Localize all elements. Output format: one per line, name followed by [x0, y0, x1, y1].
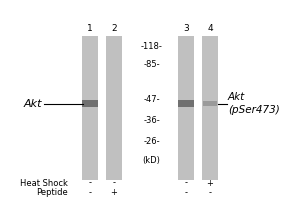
- Text: (pSer473): (pSer473): [228, 105, 280, 115]
- Text: +: +: [207, 178, 213, 188]
- Text: 3: 3: [183, 24, 189, 33]
- Bar: [106, 36, 122, 180]
- Text: 2: 2: [111, 24, 117, 33]
- Text: -47-: -47-: [143, 95, 160, 104]
- Bar: [178, 36, 194, 180]
- Bar: [82, 36, 98, 180]
- Text: -: -: [88, 178, 92, 188]
- Text: -118-: -118-: [141, 42, 162, 51]
- Text: +: +: [111, 188, 117, 197]
- Bar: [82, 100, 98, 107]
- Text: Akt: Akt: [23, 99, 42, 109]
- Text: 4: 4: [207, 24, 213, 33]
- Bar: [203, 101, 217, 106]
- Text: -26-: -26-: [143, 137, 160, 146]
- Text: 1: 1: [87, 24, 93, 33]
- Text: -: -: [184, 178, 188, 188]
- Text: Heat Shock: Heat Shock: [20, 178, 68, 188]
- Text: -: -: [184, 188, 188, 197]
- Text: -: -: [112, 178, 116, 188]
- Bar: [178, 100, 194, 107]
- Text: -85-: -85-: [143, 60, 160, 69]
- Text: Peptide: Peptide: [36, 188, 68, 197]
- Text: (kD): (kD): [142, 156, 160, 165]
- Text: -: -: [88, 188, 92, 197]
- Text: -: -: [208, 188, 211, 197]
- Bar: [202, 36, 218, 180]
- Text: -36-: -36-: [143, 116, 160, 125]
- Text: Akt: Akt: [228, 92, 245, 102]
